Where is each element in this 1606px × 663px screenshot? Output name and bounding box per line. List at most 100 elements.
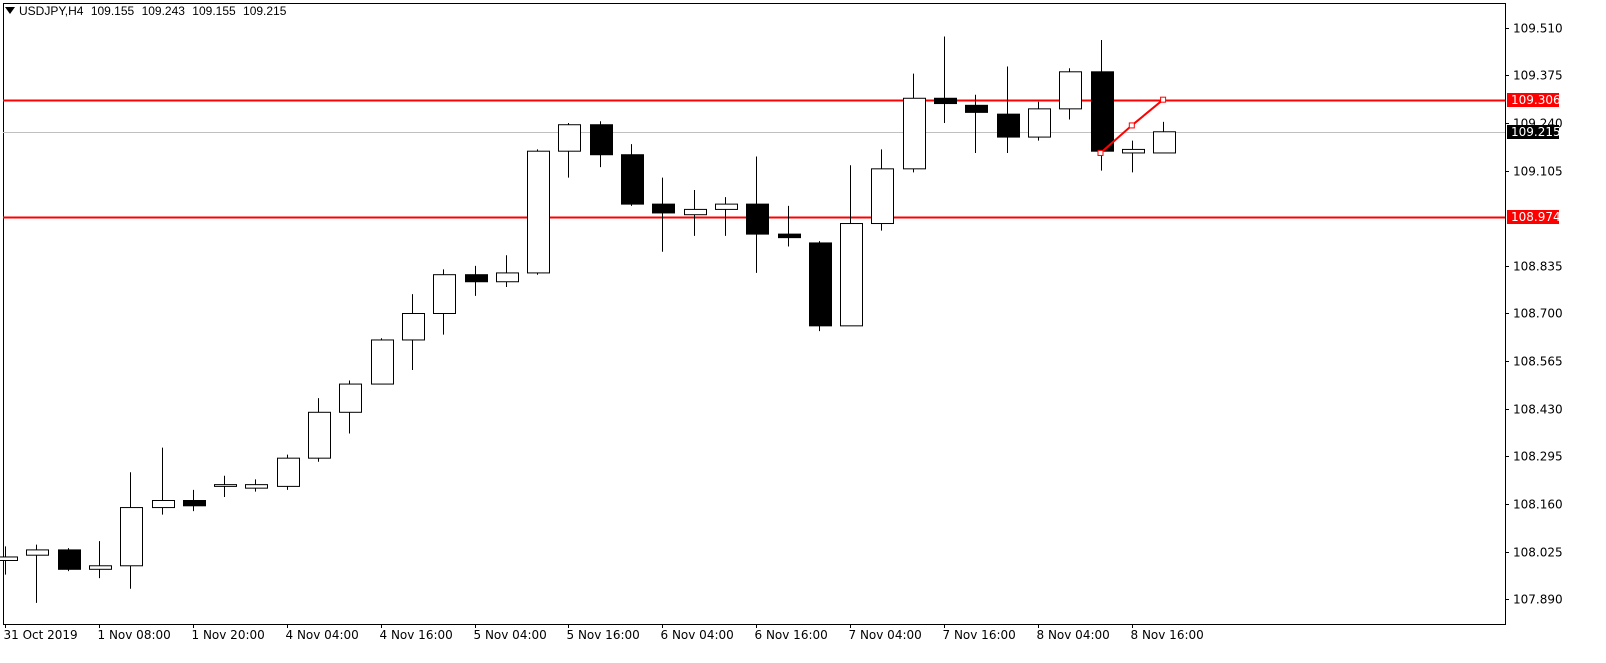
trendline-anchor-point[interactable] <box>1128 122 1135 129</box>
candle <box>809 241 832 332</box>
close-value: 109.215 <box>243 4 287 18</box>
x-tick-label: 6 Nov 16:00 <box>755 628 828 642</box>
candle-body-bearish <box>621 154 644 205</box>
y-tick-label: 108.700 <box>1513 307 1563 321</box>
x-tick-label: 1 Nov 20:00 <box>192 628 265 642</box>
candle-body-bearish <box>652 203 675 214</box>
x-tick-label: 4 Nov 04:00 <box>286 628 359 642</box>
candle-body-bullish <box>371 339 394 385</box>
candle <box>0 546 18 575</box>
candle <box>558 122 581 178</box>
candle <box>277 454 300 490</box>
candle <box>684 190 707 236</box>
candle-body-bullish <box>840 223 863 327</box>
candle-body-bullish <box>433 274 456 314</box>
candle-body-bullish <box>277 457 300 487</box>
y-tick-label: 108.565 <box>1513 355 1563 369</box>
candle <box>339 380 362 434</box>
candle-body-bearish <box>965 104 988 113</box>
candle <box>778 205 801 247</box>
candle <box>746 156 769 273</box>
candle-body-bearish <box>746 203 769 235</box>
candle-body-bullish <box>558 124 581 152</box>
candle-body-bullish <box>339 383 362 413</box>
y-tick-label: 109.375 <box>1513 69 1563 83</box>
candle <box>1028 101 1051 141</box>
high-value: 109.243 <box>141 4 185 18</box>
candle-body-bearish <box>465 274 488 283</box>
open-value: 109.155 <box>90 4 135 18</box>
x-tick-label: 5 Nov 04:00 <box>474 628 547 642</box>
candle <box>371 338 394 385</box>
candle-body-bullish <box>527 150 550 274</box>
candle-body-bearish <box>590 124 613 156</box>
candle-body-bullish <box>684 208 707 216</box>
candle-body-bearish <box>809 242 832 327</box>
level-price-tag-bg <box>1507 93 1559 107</box>
candle <box>58 548 81 572</box>
low-value: 109.155 <box>192 4 236 18</box>
candle-body-bearish <box>183 500 206 507</box>
candle <box>590 121 613 168</box>
chart-header: USDJPY,H4 109.155 109.243 109.155 109.21… <box>0 4 290 18</box>
current-price-tag-bg <box>1507 125 1559 139</box>
candle <box>997 66 1020 153</box>
y-tick-label: 108.295 <box>1513 450 1563 464</box>
candle-body-bullish <box>89 565 112 570</box>
candle <box>1153 121 1176 154</box>
level-price-tag: 108.974 <box>1511 210 1561 224</box>
level-price-tag-bg <box>1507 210 1559 224</box>
current-price-tag: 109.215 <box>1511 125 1561 139</box>
y-tick-label: 108.835 <box>1513 260 1563 274</box>
candle <box>465 265 488 296</box>
plot-border <box>3 3 1506 625</box>
candle-body-bullish <box>26 549 49 556</box>
candle <box>1122 140 1145 173</box>
y-tick-label: 109.105 <box>1513 165 1563 179</box>
candle <box>840 165 863 327</box>
x-tick-label: 8 Nov 16:00 <box>1131 628 1204 642</box>
candle-body-bearish <box>934 97 957 105</box>
y-tick-label: 107.890 <box>1513 593 1563 607</box>
x-tick-label: 8 Nov 04:00 <box>1037 628 1110 642</box>
x-tick-label: 31 Oct 2019 <box>4 628 78 642</box>
candle-body-bullish <box>903 97 926 170</box>
candle <box>652 177 675 252</box>
trendline-anchor-point[interactable] <box>1160 96 1167 103</box>
candle-body-bullish <box>214 484 237 487</box>
candle-body-bullish <box>152 500 175 509</box>
candle <box>903 73 926 173</box>
candle-body-bearish <box>778 233 801 239</box>
candle-body-bullish <box>715 203 738 210</box>
candle <box>89 541 112 579</box>
candle-body-bullish <box>1122 148 1145 154</box>
candle <box>496 255 519 288</box>
candle-body-bullish <box>1059 71 1082 110</box>
candle-body-bullish <box>120 507 143 567</box>
candle-body-bearish <box>1091 71 1114 152</box>
candle-body-bearish <box>997 113 1020 138</box>
y-tick-label: 108.025 <box>1513 546 1563 560</box>
candle-body-bullish <box>245 484 268 489</box>
level-price-tag: 109.306 <box>1511 93 1561 107</box>
x-tick-label: 4 Nov 16:00 <box>380 628 453 642</box>
candle <box>402 294 425 370</box>
x-tick-label: 5 Nov 16:00 <box>567 628 640 642</box>
trendline-anchor-point[interactable] <box>1097 149 1104 156</box>
candle <box>433 269 456 335</box>
candle <box>621 144 644 206</box>
x-tick-label: 7 Nov 16:00 <box>943 628 1016 642</box>
y-tick-label: 108.430 <box>1513 403 1563 417</box>
candle <box>214 475 237 497</box>
x-tick-label: 1 Nov 08:00 <box>98 628 171 642</box>
candle <box>871 149 894 231</box>
candle-body-bullish <box>402 313 425 341</box>
candle <box>934 36 957 123</box>
candle-body-bearish <box>58 549 81 570</box>
chart-menu-triangle-icon[interactable] <box>5 7 15 14</box>
candle <box>120 472 143 589</box>
x-tick-label: 6 Nov 04:00 <box>661 628 734 642</box>
y-tick-label: 108.160 <box>1513 498 1563 512</box>
candle <box>152 447 175 515</box>
